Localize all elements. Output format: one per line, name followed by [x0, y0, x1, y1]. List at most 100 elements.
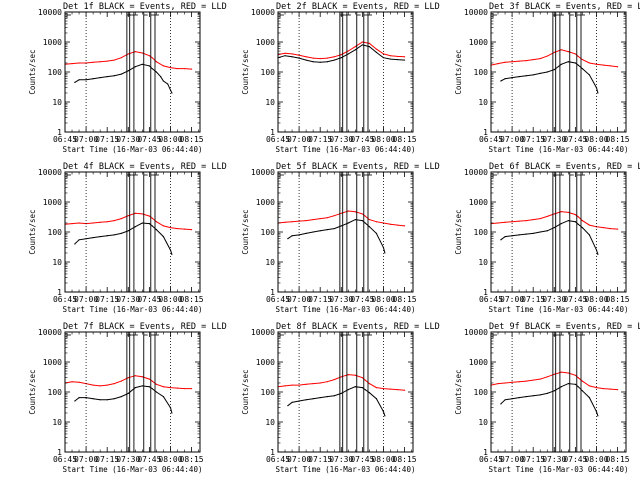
y-axis-label: Counts/sec — [454, 209, 463, 254]
data-point-events — [389, 58, 392, 60]
data-point-lld — [602, 227, 605, 229]
data-point-lld — [525, 59, 527, 62]
data-point-events — [368, 226, 371, 228]
data-point-lld — [382, 387, 385, 390]
data-point-lld — [71, 63, 73, 65]
data-point-events — [500, 80, 502, 82]
x-tick-label: 06:45 — [53, 455, 77, 464]
y-tick-label: 10 — [52, 418, 62, 427]
data-point-lld — [340, 54, 342, 56]
data-point-events — [74, 400, 76, 402]
data-point-events — [155, 229, 158, 231]
data-point-events — [577, 64, 579, 66]
data-point-lld — [511, 221, 513, 223]
data-point-events — [120, 232, 122, 234]
data-point-events — [347, 222, 349, 224]
y-tick-label: 10000 — [464, 168, 488, 177]
data-point-lld — [305, 56, 307, 58]
data-point-events — [127, 70, 129, 72]
data-point-lld — [602, 64, 605, 66]
y-axis-label: Counts/sec — [241, 49, 250, 94]
data-point-events — [525, 396, 527, 398]
data-point-lld — [298, 384, 300, 386]
panel-2: Det 2f BLACK = Events, RED = LLD 1 10 100 10… — [241, 2, 440, 154]
data-point-lld — [169, 67, 172, 69]
x-tick-label: 07:30 — [116, 135, 140, 144]
data-point-lld — [581, 58, 584, 61]
x-tick-label: 08:15 — [393, 135, 417, 144]
data-point-events — [305, 232, 307, 234]
data-point-events — [155, 391, 158, 393]
data-point-lld — [595, 63, 598, 65]
data-point-lld — [581, 219, 584, 222]
x-tick-label: 07:00 — [287, 295, 311, 304]
data-point-lld — [616, 389, 619, 391]
data-point-lld — [155, 61, 158, 63]
x-tick-label: 07:15 — [95, 455, 119, 464]
data-point-events — [525, 75, 527, 77]
data-point-events — [347, 53, 349, 55]
data-point-lld — [609, 388, 612, 390]
data-point-lld — [518, 220, 520, 222]
data-point-lld — [127, 215, 129, 217]
data-point-lld — [305, 219, 307, 222]
data-point-lld — [183, 387, 186, 390]
data-point-lld — [609, 227, 612, 230]
data-point-lld — [134, 212, 136, 214]
data-point-events — [99, 77, 101, 79]
series-line-lld — [277, 374, 405, 391]
data-point-events — [525, 233, 527, 235]
data-point-lld — [546, 376, 548, 378]
data-point-lld — [312, 383, 314, 385]
y-tick-label: 10 — [265, 258, 275, 267]
data-point-lld — [120, 57, 122, 59]
x-tick-label: 06:45 — [266, 295, 290, 304]
data-point-lld — [284, 221, 286, 223]
data-point-lld — [134, 375, 136, 377]
data-point-events — [134, 66, 136, 68]
data-point-lld — [155, 221, 158, 223]
data-point-events — [361, 387, 363, 389]
x-tick-label: 07:00 — [74, 295, 98, 304]
data-point-events — [532, 395, 534, 397]
data-point-lld — [497, 383, 499, 385]
y-tick-label: 10000 — [464, 8, 488, 17]
data-point-lld — [113, 383, 115, 385]
data-point-events — [99, 236, 101, 238]
y-tick-label: 100 — [261, 68, 276, 77]
y-tick-label: 1 — [483, 128, 488, 137]
x-tick-label: 06:45 — [53, 135, 77, 144]
y-axis-label: Counts/sec — [241, 209, 250, 254]
x-tick-label: 07:15 — [308, 455, 332, 464]
x-tick-label: 08:15 — [180, 455, 204, 464]
data-point-events — [78, 239, 80, 241]
data-point-events — [85, 397, 87, 399]
panel-title: Det 8f BLACK = Events, RED = LLD — [276, 322, 440, 332]
data-point-lld — [176, 67, 179, 70]
y-axis-label: Counts/sec — [28, 209, 37, 254]
data-point-events — [532, 232, 534, 234]
data-point-lld — [113, 219, 115, 222]
data-point-events — [333, 59, 335, 61]
data-point-events — [546, 230, 548, 232]
data-point-events — [347, 389, 349, 391]
data-point-lld — [403, 389, 406, 391]
data-point-events — [326, 396, 328, 398]
x-axis-label: Start Time (16-Mar-03 06:44:40) — [63, 305, 203, 314]
data-point-events — [581, 67, 584, 70]
data-point-lld — [567, 211, 569, 214]
data-point-events — [74, 243, 76, 245]
data-point-events — [85, 79, 87, 81]
data-point-events — [106, 399, 108, 401]
x-tick-label: 07:15 — [521, 455, 545, 464]
data-point-lld — [609, 65, 612, 67]
y-tick-label: 1 — [57, 288, 62, 297]
data-point-lld — [92, 222, 94, 224]
data-point-events — [581, 227, 584, 229]
data-point-events — [539, 394, 541, 396]
data-point-lld — [396, 389, 399, 391]
panel-title: Det 1f BLACK = Events, RED = LLD — [63, 2, 227, 12]
data-point-lld — [518, 381, 520, 383]
panel-title: Det 2f BLACK = Events, RED = LLD — [276, 2, 440, 12]
x-tick-label: 07:00 — [500, 135, 524, 144]
